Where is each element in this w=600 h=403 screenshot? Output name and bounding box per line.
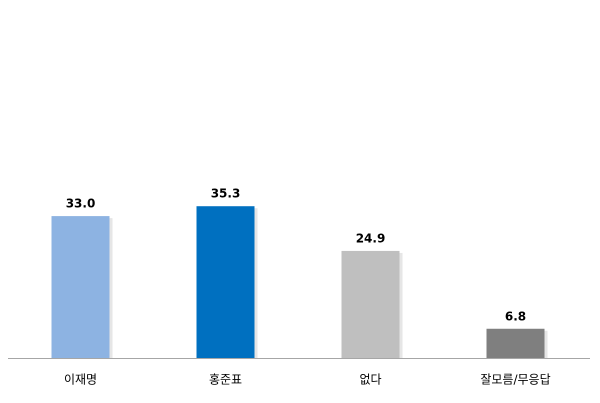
value-label: 33.0 <box>66 197 96 211</box>
x-tick-label: 잘모름/무응답 <box>480 373 550 387</box>
value-label: 24.9 <box>356 231 386 245</box>
value-label: 35.3 <box>211 187 241 201</box>
bar <box>486 328 545 358</box>
x-tick-label: 이재명 <box>64 373 97 387</box>
bar <box>341 250 400 358</box>
x-tick-label: 홍준표 <box>209 373 242 387</box>
x-tick-label: 없다 <box>359 373 381 387</box>
bar <box>51 216 110 358</box>
bar <box>196 206 255 358</box>
value-label: 6.8 <box>505 309 526 323</box>
